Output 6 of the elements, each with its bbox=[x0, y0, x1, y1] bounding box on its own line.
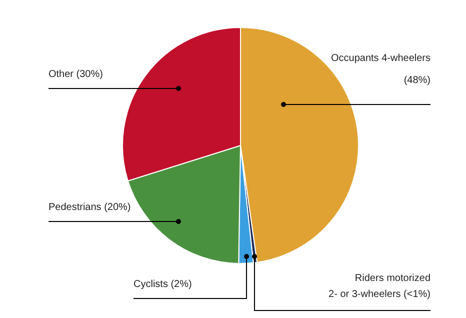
slice-label: Occupants 4-wheelers bbox=[331, 53, 431, 64]
data-label: (48%) bbox=[404, 75, 431, 86]
slice-label: Pedestrians (20%) bbox=[48, 202, 131, 213]
slice-label: Riders motorized 2- or 3-wheelers (<1%) bbox=[328, 273, 431, 300]
slice-label: Cyclists (2%) bbox=[134, 279, 192, 290]
slice-label: Other (30%) bbox=[48, 69, 103, 80]
